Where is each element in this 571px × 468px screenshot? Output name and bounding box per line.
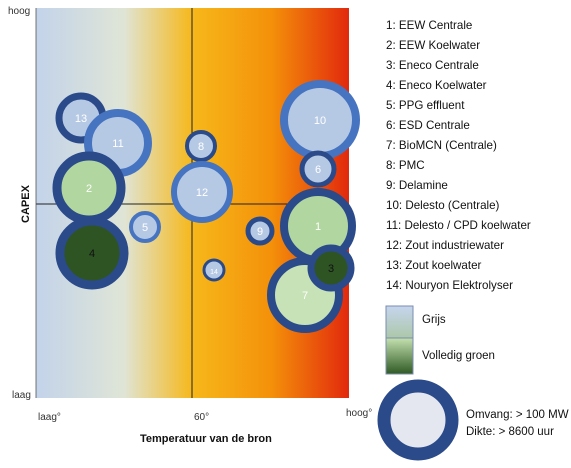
legend-item: 6: ESD Centrale: [386, 119, 470, 132]
green-legend-swatch: [385, 337, 414, 375]
legend-item: 14: Nouryon Elektrolyser: [386, 279, 513, 292]
size-legend-line2: Dikte: > 8600 uur: [466, 426, 554, 438]
legend-item: 8: PMC: [386, 159, 425, 172]
legend-item: 9: Delamine: [386, 179, 448, 192]
size-legend-bubble: [377, 379, 459, 461]
gray-legend-label: Grijs: [422, 314, 446, 326]
x-low-label: laag°: [38, 412, 61, 423]
green-legend-label: Volledig groen: [422, 350, 495, 362]
bubble-label-14: 14: [210, 269, 218, 276]
bubbles-layer: 13 11 2 4 5 8 12 14 9 10 6 1 7 3: [52, 80, 360, 333]
legend-item: 10: Delesto (Centrale): [386, 199, 500, 212]
bubble-label-13: 13: [75, 113, 87, 125]
bubble-label-3: 3: [328, 263, 334, 275]
bubble-label-7: 7: [302, 290, 308, 302]
bubble-label-1: 1: [315, 221, 321, 233]
bubble-label-9: 9: [257, 226, 263, 238]
x-mid-label: 60°: [194, 412, 210, 423]
bubble-3: [307, 244, 355, 292]
gray-legend-swatch: [385, 305, 414, 343]
x-high-label: hoog°: [346, 408, 373, 419]
bubble-6: [299, 150, 337, 188]
bubble-label-2: 2: [86, 183, 92, 195]
y-high-label: hoog: [8, 6, 31, 17]
bubble-label-11: 11: [112, 138, 123, 150]
legend-item: 5: PPG effluent: [386, 99, 465, 112]
bubble-8: [185, 130, 217, 162]
x-axis-title: Temperatuur van de bron: [140, 433, 272, 445]
bubble-label-6: 6: [315, 164, 321, 176]
legend-item: 1: EEW Centrale: [386, 19, 473, 32]
y-low-label: laag: [12, 390, 31, 401]
legend-item: 7: BioMCN (Centrale): [386, 139, 497, 152]
bubble-label-8: 8: [198, 141, 204, 153]
bubble-12: [171, 161, 233, 223]
legend-item: 4: Eneco Koelwater: [386, 79, 487, 92]
bubble-label-12: 12: [196, 187, 208, 199]
legend-item: 13: Zout koelwater: [386, 259, 482, 272]
legend-item: 2: EEW Koelwater: [386, 39, 481, 52]
bubble-label-4: 4: [89, 248, 95, 260]
bubble-5: [129, 211, 161, 243]
y-axis-title: CAPEX: [20, 185, 32, 223]
bubble-9: [245, 216, 275, 246]
bubble-4: [55, 216, 129, 290]
bubble-label-10: 10: [314, 115, 326, 127]
legend-item: 3: Eneco Centrale: [386, 59, 479, 72]
bubble-label-5: 5: [142, 222, 148, 234]
size-legend-line1: Omvang: > 100 MW: [466, 409, 569, 421]
bubble-14: [202, 258, 226, 282]
legend-item: 11: Delesto / CPD koelwater: [386, 219, 531, 232]
legend-item: 12: Zout industriewater: [386, 239, 504, 252]
legend-list: 1: EEW Centrale 2: EEW Koelwater 3: Eneco …: [386, 16, 531, 296]
